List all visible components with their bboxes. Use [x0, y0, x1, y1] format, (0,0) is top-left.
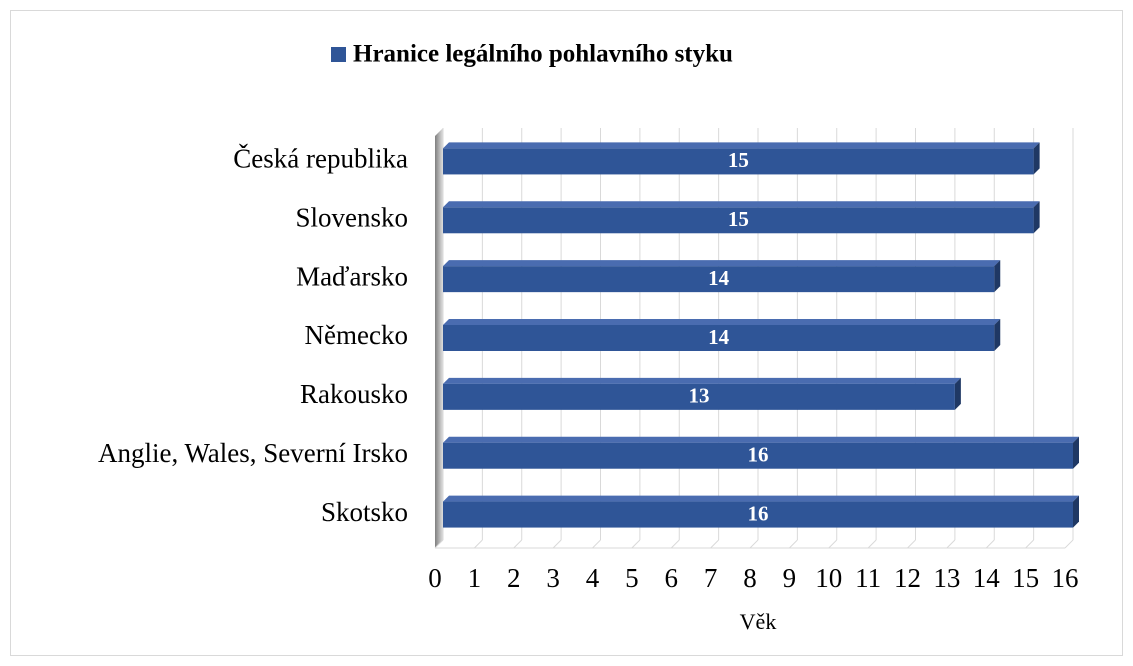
- bar-side: [994, 319, 1001, 351]
- grid-floor-line: [946, 539, 956, 549]
- x-tick-label: 8: [743, 563, 757, 593]
- x-tick-label: 12: [894, 563, 921, 593]
- data-label: 16: [748, 501, 769, 525]
- x-tick-label: 13: [933, 563, 960, 593]
- side-wall: [435, 128, 443, 548]
- data-label: 13: [688, 384, 709, 408]
- bar: [443, 442, 1073, 469]
- bar: [443, 325, 995, 351]
- legend-label: Hranice legálního pohlavního styku: [353, 41, 733, 68]
- y-tick-label: Skotsko: [321, 497, 408, 527]
- bar-top: [443, 436, 1079, 443]
- bar-top: [443, 260, 1001, 267]
- grid-floor-line: [1025, 539, 1034, 549]
- x-tick-label: 3: [546, 563, 560, 593]
- bar-side: [1033, 142, 1040, 175]
- legend-swatch: [331, 47, 346, 62]
- data-label: 14: [708, 325, 730, 349]
- y-tick-label: Maďarsko: [296, 261, 408, 291]
- grid-floor-line: [1064, 539, 1074, 549]
- grid-floor-line: [867, 539, 877, 549]
- x-axis-label: Věk: [740, 609, 777, 634]
- bar: [443, 501, 1073, 528]
- grid-floor-line: [907, 539, 916, 549]
- bar-top: [443, 377, 961, 384]
- grid-floor-line: [592, 539, 601, 549]
- bar-side: [954, 377, 961, 410]
- bar-side: [1073, 495, 1079, 528]
- x-tick-label: 5: [625, 563, 639, 593]
- bar: [443, 383, 955, 410]
- grid-floor-line: [434, 539, 444, 549]
- data-label: 15: [728, 148, 749, 172]
- y-tick-label: Slovensko: [295, 202, 408, 232]
- grid-floor-line: [828, 539, 838, 549]
- bar-side: [1033, 201, 1040, 234]
- y-tick-label: Německo: [305, 320, 408, 350]
- x-tick-label: 10: [815, 563, 842, 593]
- x-tick-label: 1: [468, 563, 482, 593]
- x-tick-label: 14: [973, 563, 1001, 593]
- x-tick-label: 4: [586, 563, 600, 593]
- grid-floor-line: [789, 539, 798, 549]
- grid-floor-line: [474, 539, 483, 549]
- data-label: 16: [748, 443, 769, 467]
- x-tick-label: 7: [704, 563, 718, 593]
- bar-top: [443, 495, 1079, 502]
- x-tick-label: 11: [855, 563, 881, 593]
- data-label: 14: [708, 266, 730, 290]
- x-tick-label: 15: [1012, 563, 1039, 593]
- x-tick-label: 0: [428, 563, 442, 593]
- bar-top: [443, 201, 1040, 208]
- x-tick-label: 16: [1052, 563, 1079, 593]
- x-tick-label: 6: [665, 563, 679, 593]
- bar: [443, 207, 1034, 234]
- bar-top: [443, 319, 1001, 325]
- bar: [443, 266, 995, 293]
- y-tick-label: Rakousko: [300, 379, 408, 409]
- grid-floor-line: [749, 539, 759, 549]
- grid-floor-line: [985, 539, 995, 549]
- grid-floor-line: [670, 539, 680, 549]
- bar: [443, 148, 1034, 175]
- bar-top: [443, 142, 1040, 149]
- data-label: 15: [728, 207, 749, 231]
- grid-floor-line: [552, 539, 562, 549]
- y-tick-label: Anglie, Wales, Severní Irsko: [98, 438, 408, 468]
- grid-floor-line: [631, 539, 641, 549]
- y-tick-label: Česká republika: [233, 144, 408, 174]
- x-tick-label: 9: [783, 563, 797, 593]
- grid-floor-line: [710, 539, 719, 549]
- bar-side: [994, 260, 1001, 293]
- bar-side: [1073, 436, 1079, 469]
- grid-floor-line: [513, 539, 523, 549]
- x-tick-label: 2: [507, 563, 521, 593]
